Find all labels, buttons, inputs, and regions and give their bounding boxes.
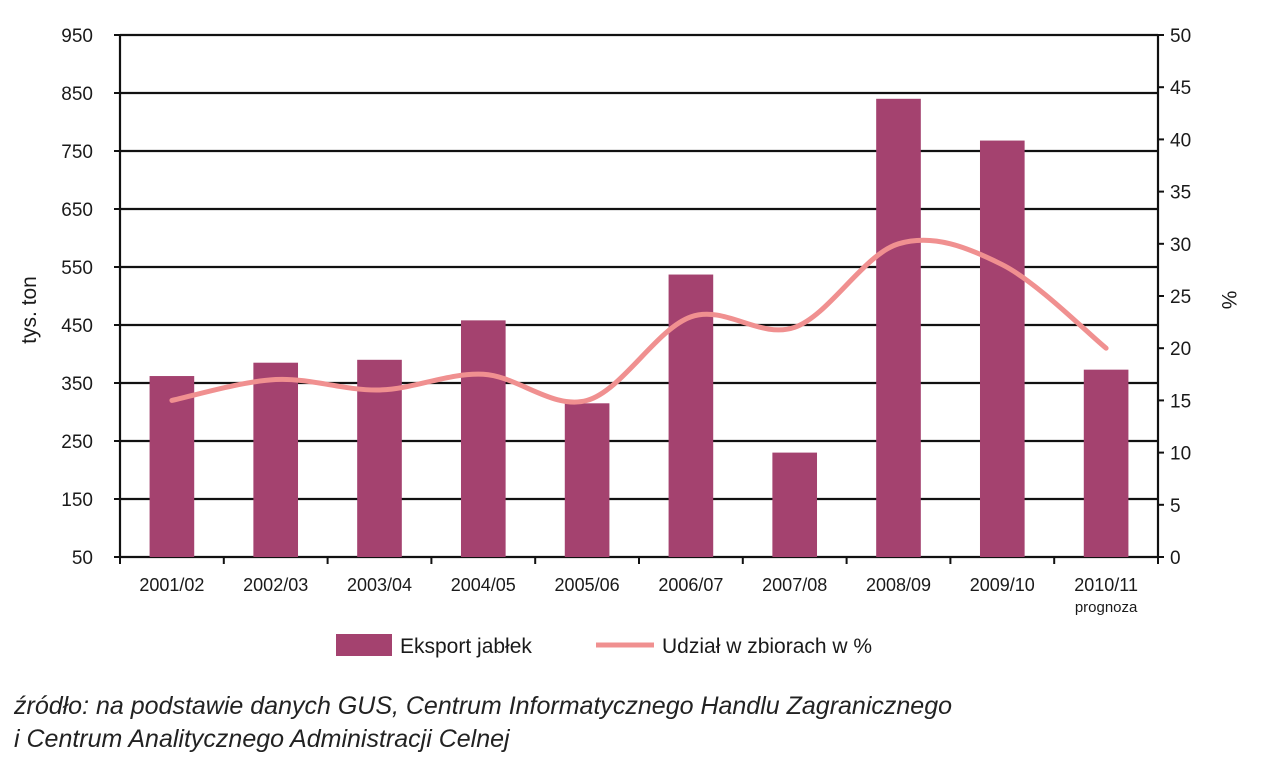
legend-label-line: Udział w zbiorach w % xyxy=(662,635,872,658)
y-tick-label: 550 xyxy=(61,258,93,279)
legend: Eksport jabłek Udział w zbiorach w % xyxy=(336,634,872,658)
x-tick-label: 2002/03 xyxy=(243,575,308,595)
source-line-1: źródło: na podstawie danych GUS, Centrum… xyxy=(14,692,953,720)
bar xyxy=(253,362,299,557)
bar xyxy=(564,403,610,557)
line-series xyxy=(169,237,1109,405)
x-tick-label: 2009/10 xyxy=(970,575,1035,595)
y-tick-label: 950 xyxy=(61,26,93,47)
y2-axis-label: % xyxy=(1217,291,1240,310)
bar xyxy=(1083,369,1129,557)
x-tick-label: 2010/11 xyxy=(1074,575,1138,595)
y-tick-label: 650 xyxy=(61,200,93,221)
legend-label-bar: Eksport jabłek xyxy=(400,635,532,658)
x-tick-label: 2005/06 xyxy=(555,575,620,595)
y2-tick-label: 15 xyxy=(1170,391,1191,412)
y-tick-label: 450 xyxy=(61,316,93,337)
source-line-2: i Centrum Analitycznego Administracji Ce… xyxy=(14,725,510,753)
bar xyxy=(979,140,1025,557)
bar xyxy=(149,376,195,557)
y2-tick-label: 35 xyxy=(1170,183,1191,204)
y2-tick-label: 0 xyxy=(1170,548,1181,569)
y2-tick-label: 25 xyxy=(1170,287,1191,308)
legend-swatch-bar xyxy=(336,634,392,656)
bar xyxy=(876,98,921,558)
bar xyxy=(668,274,714,557)
y2-tick-label: 45 xyxy=(1170,78,1191,99)
bar xyxy=(772,452,818,557)
bar-series xyxy=(149,98,1129,558)
x-tick-label: 2001/02 xyxy=(139,575,204,595)
y2-tick-label: 5 xyxy=(1170,496,1181,517)
y2-tick-label: 30 xyxy=(1170,235,1191,256)
x-tick-label: 2007/08 xyxy=(762,575,827,595)
y2-tick-label: 50 xyxy=(1170,26,1191,47)
y-axis-label: tys. ton xyxy=(18,276,41,344)
x-tick-label: 2004/05 xyxy=(451,575,516,595)
x-tick-label: 2003/04 xyxy=(347,575,412,595)
y-tick-label: 850 xyxy=(61,84,93,105)
x-tick-sublabel: prognoza xyxy=(1075,599,1138,616)
source-note: źródło: na podstawie danych GUS, Centrum… xyxy=(14,690,1264,756)
y-tick-label: 150 xyxy=(61,490,93,511)
bar xyxy=(357,359,402,557)
left-axis-ticks: 950 850 750 650 550 450 350 250 150 50 xyxy=(61,26,120,569)
y-tick-label: 750 xyxy=(61,142,93,163)
x-tick-label: 2006/07 xyxy=(658,575,723,595)
y2-tick-label: 10 xyxy=(1170,444,1191,465)
x-axis-ticks: 2001/02 2002/03 2003/04 2004/05 2005/06 2006/… xyxy=(139,575,1138,616)
y-tick-label: 50 xyxy=(72,548,93,569)
y-tick-label: 350 xyxy=(61,374,93,395)
x-tick-label: 2008/09 xyxy=(866,575,931,595)
y2-tick-label: 40 xyxy=(1170,130,1191,151)
y-tick-label: 250 xyxy=(61,432,93,453)
y2-tick-label: 20 xyxy=(1170,339,1191,360)
series-line xyxy=(169,237,1109,405)
bar xyxy=(460,320,506,557)
